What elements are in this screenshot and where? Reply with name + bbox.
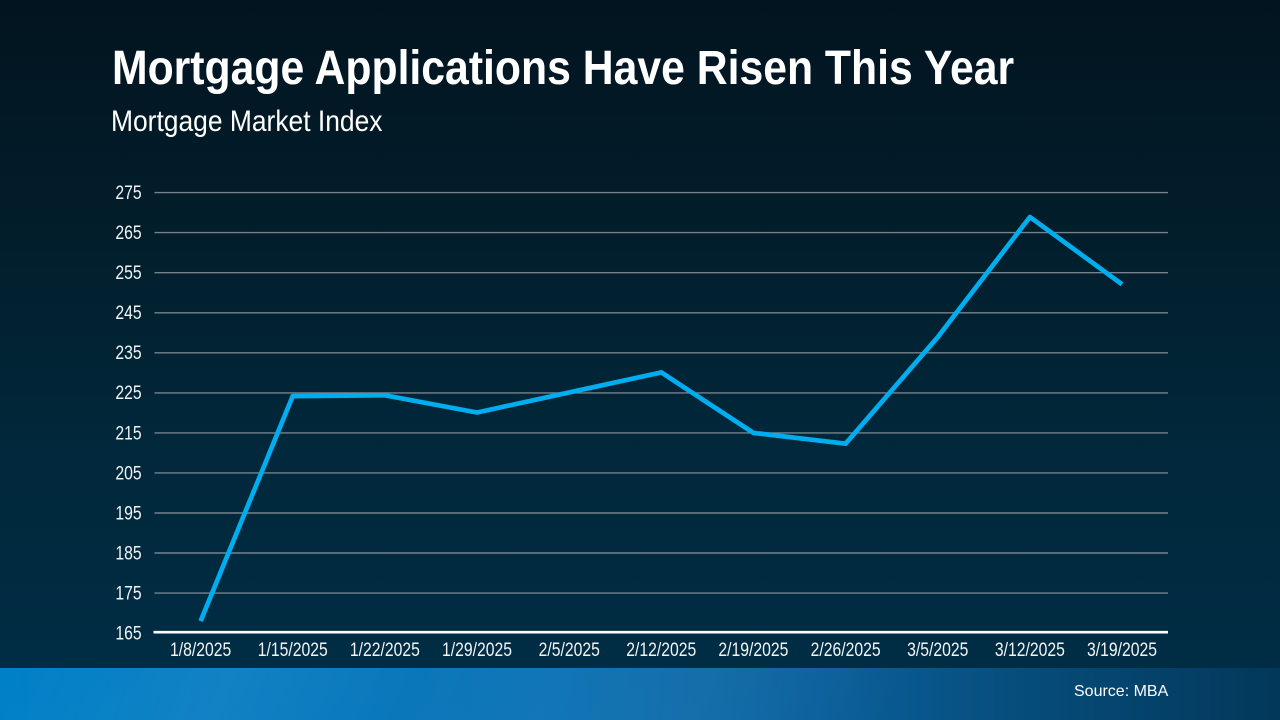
svg-text:225: 225 bbox=[115, 382, 141, 404]
svg-text:1/29/2025: 1/29/2025 bbox=[442, 639, 512, 661]
svg-text:245: 245 bbox=[115, 302, 141, 324]
svg-text:205: 205 bbox=[115, 462, 141, 484]
svg-text:165: 165 bbox=[115, 622, 141, 644]
svg-text:265: 265 bbox=[115, 222, 141, 244]
svg-text:2/19/2025: 2/19/2025 bbox=[718, 639, 788, 661]
svg-text:2/5/2025: 2/5/2025 bbox=[539, 639, 600, 661]
svg-text:1/15/2025: 1/15/2025 bbox=[258, 639, 328, 661]
svg-text:1/22/2025: 1/22/2025 bbox=[350, 639, 420, 661]
svg-text:2/26/2025: 2/26/2025 bbox=[811, 639, 881, 661]
svg-text:275: 275 bbox=[115, 182, 141, 204]
svg-text:1/8/2025: 1/8/2025 bbox=[170, 639, 231, 661]
svg-text:215: 215 bbox=[115, 422, 141, 444]
svg-text:255: 255 bbox=[115, 262, 141, 284]
svg-text:235: 235 bbox=[115, 342, 141, 364]
svg-text:185: 185 bbox=[115, 542, 141, 564]
svg-text:3/12/2025: 3/12/2025 bbox=[995, 639, 1065, 661]
svg-text:175: 175 bbox=[115, 582, 141, 604]
svg-text:3/5/2025: 3/5/2025 bbox=[907, 639, 968, 661]
svg-text:195: 195 bbox=[115, 502, 141, 524]
svg-text:3/19/2025: 3/19/2025 bbox=[1087, 639, 1157, 661]
svg-text:2/12/2025: 2/12/2025 bbox=[626, 639, 696, 661]
